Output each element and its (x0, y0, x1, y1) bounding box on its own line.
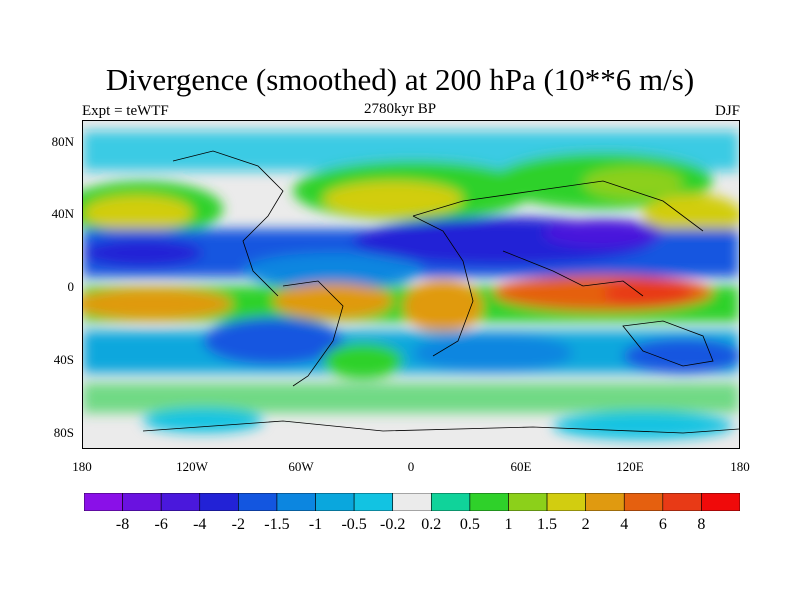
time-label: 2780kyr BP (363, 101, 437, 117)
colorbar-cell (508, 493, 548, 511)
colorbar-cell (315, 493, 355, 511)
colorbar-cell (276, 493, 316, 511)
x-tick-60e: 60E (510, 459, 532, 474)
colorbar-label: -8 (115, 516, 130, 533)
map-title: Divergence (smoothed) at 200 hPa (10**6 … (105, 62, 695, 97)
y-tick-80n: 80N (51, 134, 74, 149)
experiment-label: Expt = teWTF (82, 103, 169, 119)
colorbar-cell (662, 493, 702, 511)
colorbar-cell (623, 493, 664, 511)
colorbar-label: -0.5 (341, 516, 367, 533)
colorbar-cell (84, 493, 123, 511)
colorbar-cell (701, 493, 740, 511)
colorbar-cell (392, 493, 432, 511)
x-tick-0: 0 (407, 459, 415, 474)
colorbar-cell (199, 493, 239, 511)
colorbar-label: 6 (658, 516, 667, 533)
colorbar-label: -4 (193, 516, 207, 533)
colorbar-cell (238, 493, 278, 511)
divergence-map (82, 120, 740, 449)
colorbar-label: -1 (308, 516, 323, 533)
x-tick-60w: 60W (288, 459, 314, 474)
y-tick-80s: 80S (53, 425, 74, 440)
colorbar-cell (430, 493, 471, 511)
y-tick-0: 0 (67, 279, 75, 294)
y-tick-40s: 40S (53, 352, 74, 367)
colorbar-cell (353, 493, 394, 511)
colorbar-label: 8 (697, 516, 706, 533)
colorbar-cell (122, 493, 162, 511)
colorbar (84, 493, 740, 511)
y-tick-40n: 40N (51, 206, 74, 221)
colorbar-cell (469, 493, 509, 511)
x-tick-180e: 180 (730, 459, 750, 474)
colorbar-cell (160, 493, 201, 511)
colorbar-label: -2 (231, 516, 246, 533)
colorbar-label: 4 (620, 516, 629, 533)
x-tick-180w: 180 (72, 459, 92, 474)
colorbar-label: 0.5 (459, 516, 480, 533)
colorbar-label: 2 (581, 516, 590, 533)
x-tick-120w: 120W (176, 459, 208, 474)
colorbar-label: -1.5 (264, 516, 290, 533)
x-tick-120e: 120E (616, 459, 644, 474)
colorbar-cell (585, 493, 625, 511)
colorbar-label: -6 (154, 516, 168, 533)
season-label: DJF (714, 103, 740, 119)
colorbar-label: 0.2 (421, 516, 442, 533)
colorbar-label: 1 (504, 516, 513, 533)
colorbar-cell (546, 493, 586, 511)
colorbar-label: -0.2 (380, 516, 406, 533)
colorbar-label: 1.5 (537, 516, 558, 533)
